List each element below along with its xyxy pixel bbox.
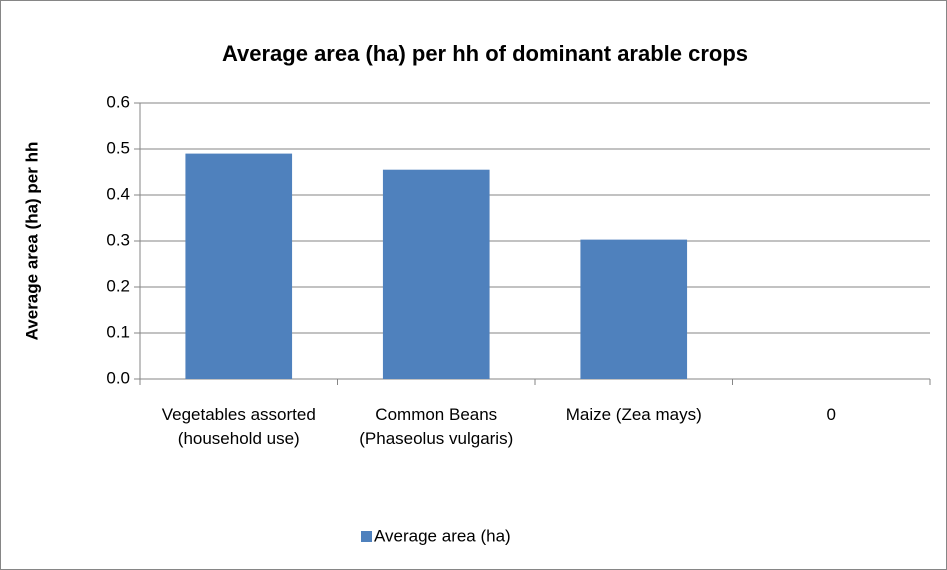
- x-tick-label: Maize (Zea mays): [565, 405, 702, 424]
- y-tick-label: 0.2: [106, 276, 130, 295]
- x-tick-label: Vegetables assorted (household use): [161, 405, 316, 448]
- y-tick-label: 0.3: [106, 230, 130, 249]
- y-tick-label: 0.5: [106, 138, 130, 157]
- chart-title: Average area (ha) per hh of dominant ara…: [222, 41, 748, 66]
- y-tick-label: 0.6: [106, 92, 130, 111]
- legend-swatch: [361, 531, 372, 542]
- y-tick-label: 0.1: [106, 322, 130, 341]
- x-tick-label: Common Beans (Phaseolus vulgaris): [359, 405, 514, 448]
- x-tick-label: 0: [826, 405, 836, 424]
- bar: [382, 169, 490, 379]
- bar: [185, 153, 293, 379]
- y-tick-label: 0.0: [106, 368, 130, 387]
- y-tick-label: 0.4: [106, 184, 130, 203]
- legend-label: Average area (ha): [374, 526, 511, 545]
- bar: [580, 239, 688, 379]
- y-axis-label: Average area (ha) per hh: [22, 142, 41, 341]
